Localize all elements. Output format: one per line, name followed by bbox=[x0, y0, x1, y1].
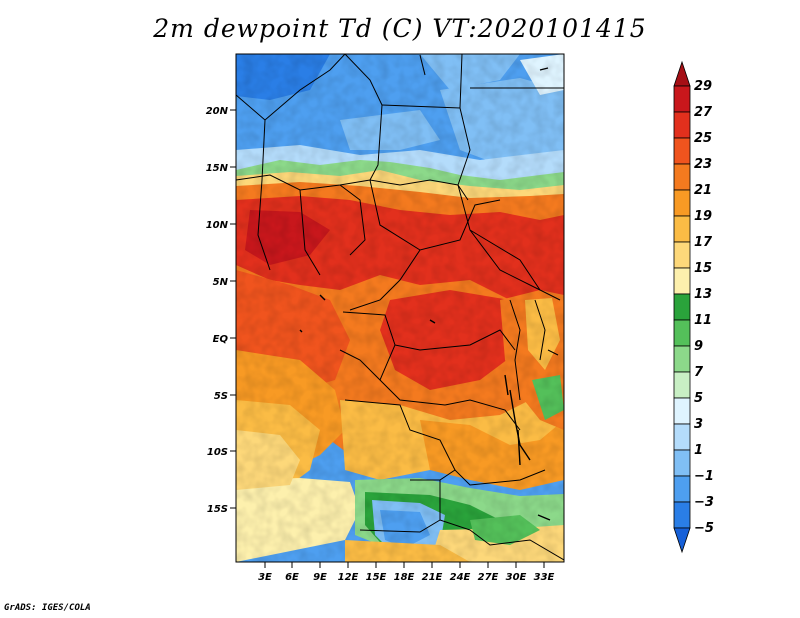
colorbar-bottom-triangle bbox=[673, 527, 691, 554]
colorbar-label: 9 bbox=[694, 339, 703, 354]
grads-credit: GrADS: IGES/COLA bbox=[4, 603, 91, 613]
map-frame bbox=[235, 53, 565, 563]
lat-tick-label: 15S bbox=[207, 504, 228, 515]
colorbar-label: 29 bbox=[694, 79, 712, 94]
lon-tick-label: 30E bbox=[506, 572, 527, 583]
lon-tick-label: 18E bbox=[394, 572, 415, 583]
colorbar-label: −1 bbox=[694, 469, 714, 484]
lon-tick-label: 21E bbox=[422, 572, 443, 583]
colorbar-segment bbox=[673, 293, 691, 321]
colorbar-top-triangle bbox=[673, 60, 691, 87]
colorbar-label: 7 bbox=[694, 365, 704, 380]
colorbar-label: 1 bbox=[694, 443, 703, 458]
colorbar-segment bbox=[673, 501, 691, 529]
colorbar-segment bbox=[673, 137, 691, 165]
colorbar-segment bbox=[673, 111, 691, 139]
lon-tick-label: 24E bbox=[450, 572, 471, 583]
lon-tick-label: 12E bbox=[338, 572, 359, 583]
colorbar-segment bbox=[673, 241, 691, 269]
colorbar-segment bbox=[673, 189, 691, 217]
colorbar-label: 25 bbox=[694, 131, 712, 146]
colorbar-segment bbox=[673, 85, 691, 113]
lon-tick-label: 6E bbox=[285, 572, 299, 583]
colorbar-segment bbox=[673, 267, 691, 295]
lat-tick-label: 5S bbox=[214, 391, 228, 402]
colorbar-segment bbox=[673, 449, 691, 477]
lon-tick-label: 3E bbox=[258, 572, 272, 583]
latitude-axis bbox=[230, 109, 236, 509]
colorbar-label: −5 bbox=[694, 521, 714, 536]
lon-tick-label: 27E bbox=[478, 572, 499, 583]
lon-tick-label: 15E bbox=[366, 572, 387, 583]
colorbar-label: 17 bbox=[694, 235, 713, 250]
dewpoint-field bbox=[236, 54, 564, 562]
colorbar-label: 13 bbox=[694, 287, 712, 302]
colorbar-segment bbox=[673, 423, 691, 451]
colorbar-label: 27 bbox=[694, 105, 713, 120]
colorbar-label: 15 bbox=[694, 261, 712, 276]
lat-tick-label: 5N bbox=[213, 277, 229, 288]
colorbar-label: 23 bbox=[694, 157, 712, 172]
lon-tick-label: 9E bbox=[313, 572, 327, 583]
colorbar-segment bbox=[673, 345, 691, 373]
colorbar-segment bbox=[673, 397, 691, 425]
lat-tick-label: EQ bbox=[213, 334, 229, 345]
colorbar-segment bbox=[673, 475, 691, 503]
colorbar-segment bbox=[673, 371, 691, 399]
colorbar-label: −3 bbox=[694, 495, 714, 510]
longitude-axis bbox=[264, 562, 545, 568]
colorbar-label: 19 bbox=[694, 209, 712, 224]
lon-tick-label: 33E bbox=[534, 572, 555, 583]
colorbar: 29 27 25 23 21 19 17 15 13 11 9 7 5 3 1 −1 −3 −5 bbox=[673, 60, 714, 554]
lat-tick-label: 10S bbox=[207, 447, 228, 458]
lat-tick-label: 15N bbox=[206, 163, 229, 174]
longitude-labels: 3E 6E 9E 12E 15E 18E 21E 24E 27E 30E 33E bbox=[258, 572, 554, 583]
country-borders bbox=[236, 54, 564, 561]
lat-tick-label: 10N bbox=[206, 220, 229, 231]
latitude-labels: 20N 15N 10N 5N EQ 5S 10S 15S bbox=[206, 106, 229, 515]
lakes-and-water-bodies bbox=[299, 67, 551, 521]
colorbar-label: 3 bbox=[694, 417, 703, 432]
map-title: 2m dewpoint Td (C) VT:2020101415 bbox=[153, 14, 647, 43]
lat-tick-label: 20N bbox=[206, 106, 229, 117]
colorbar-segment bbox=[673, 319, 691, 347]
colorbar-label: 21 bbox=[694, 183, 712, 198]
colorbar-segment bbox=[673, 215, 691, 243]
colorbar-label: 5 bbox=[694, 391, 703, 406]
colorbar-label: 11 bbox=[694, 313, 712, 328]
colorbar-segment bbox=[673, 163, 691, 191]
